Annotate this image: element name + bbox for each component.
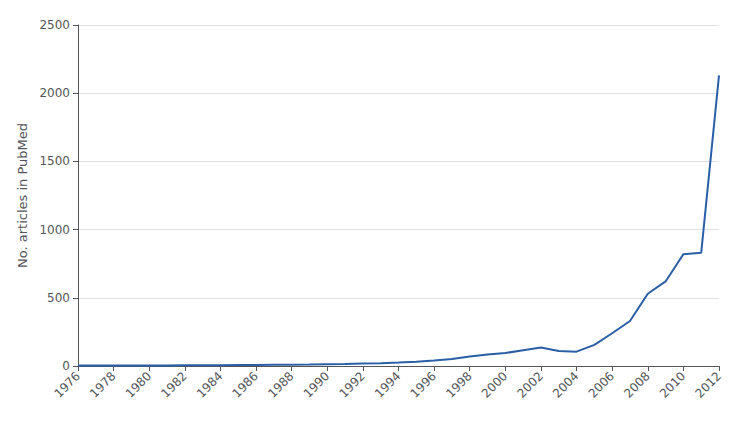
- svg-text:No. articles in PubMed: No. articles in PubMed: [15, 123, 30, 268]
- svg-text:1976: 1976: [51, 369, 82, 400]
- svg-text:2004: 2004: [550, 369, 581, 400]
- svg-text:1978: 1978: [87, 369, 118, 400]
- svg-text:2010: 2010: [657, 369, 688, 400]
- svg-text:1988: 1988: [265, 369, 296, 400]
- svg-text:1984: 1984: [194, 369, 225, 400]
- svg-text:1986: 1986: [230, 369, 261, 400]
- svg-text:1990: 1990: [301, 369, 332, 400]
- svg-text:1980: 1980: [123, 369, 154, 400]
- svg-text:1998: 1998: [443, 369, 474, 400]
- svg-text:2000: 2000: [479, 369, 510, 400]
- svg-text:1000: 1000: [39, 223, 70, 237]
- svg-text:1994: 1994: [372, 369, 403, 400]
- svg-text:1996: 1996: [408, 369, 439, 400]
- svg-text:2000: 2000: [39, 86, 70, 100]
- svg-text:1500: 1500: [39, 154, 70, 168]
- svg-text:2002: 2002: [514, 369, 545, 400]
- svg-text:2012: 2012: [692, 369, 723, 400]
- svg-text:2006: 2006: [586, 369, 617, 400]
- svg-text:2500: 2500: [39, 18, 70, 32]
- svg-text:500: 500: [47, 291, 70, 305]
- svg-text:0: 0: [62, 359, 70, 373]
- svg-text:1982: 1982: [158, 369, 189, 400]
- svg-text:2008: 2008: [621, 369, 652, 400]
- svg-text:1992: 1992: [336, 369, 367, 400]
